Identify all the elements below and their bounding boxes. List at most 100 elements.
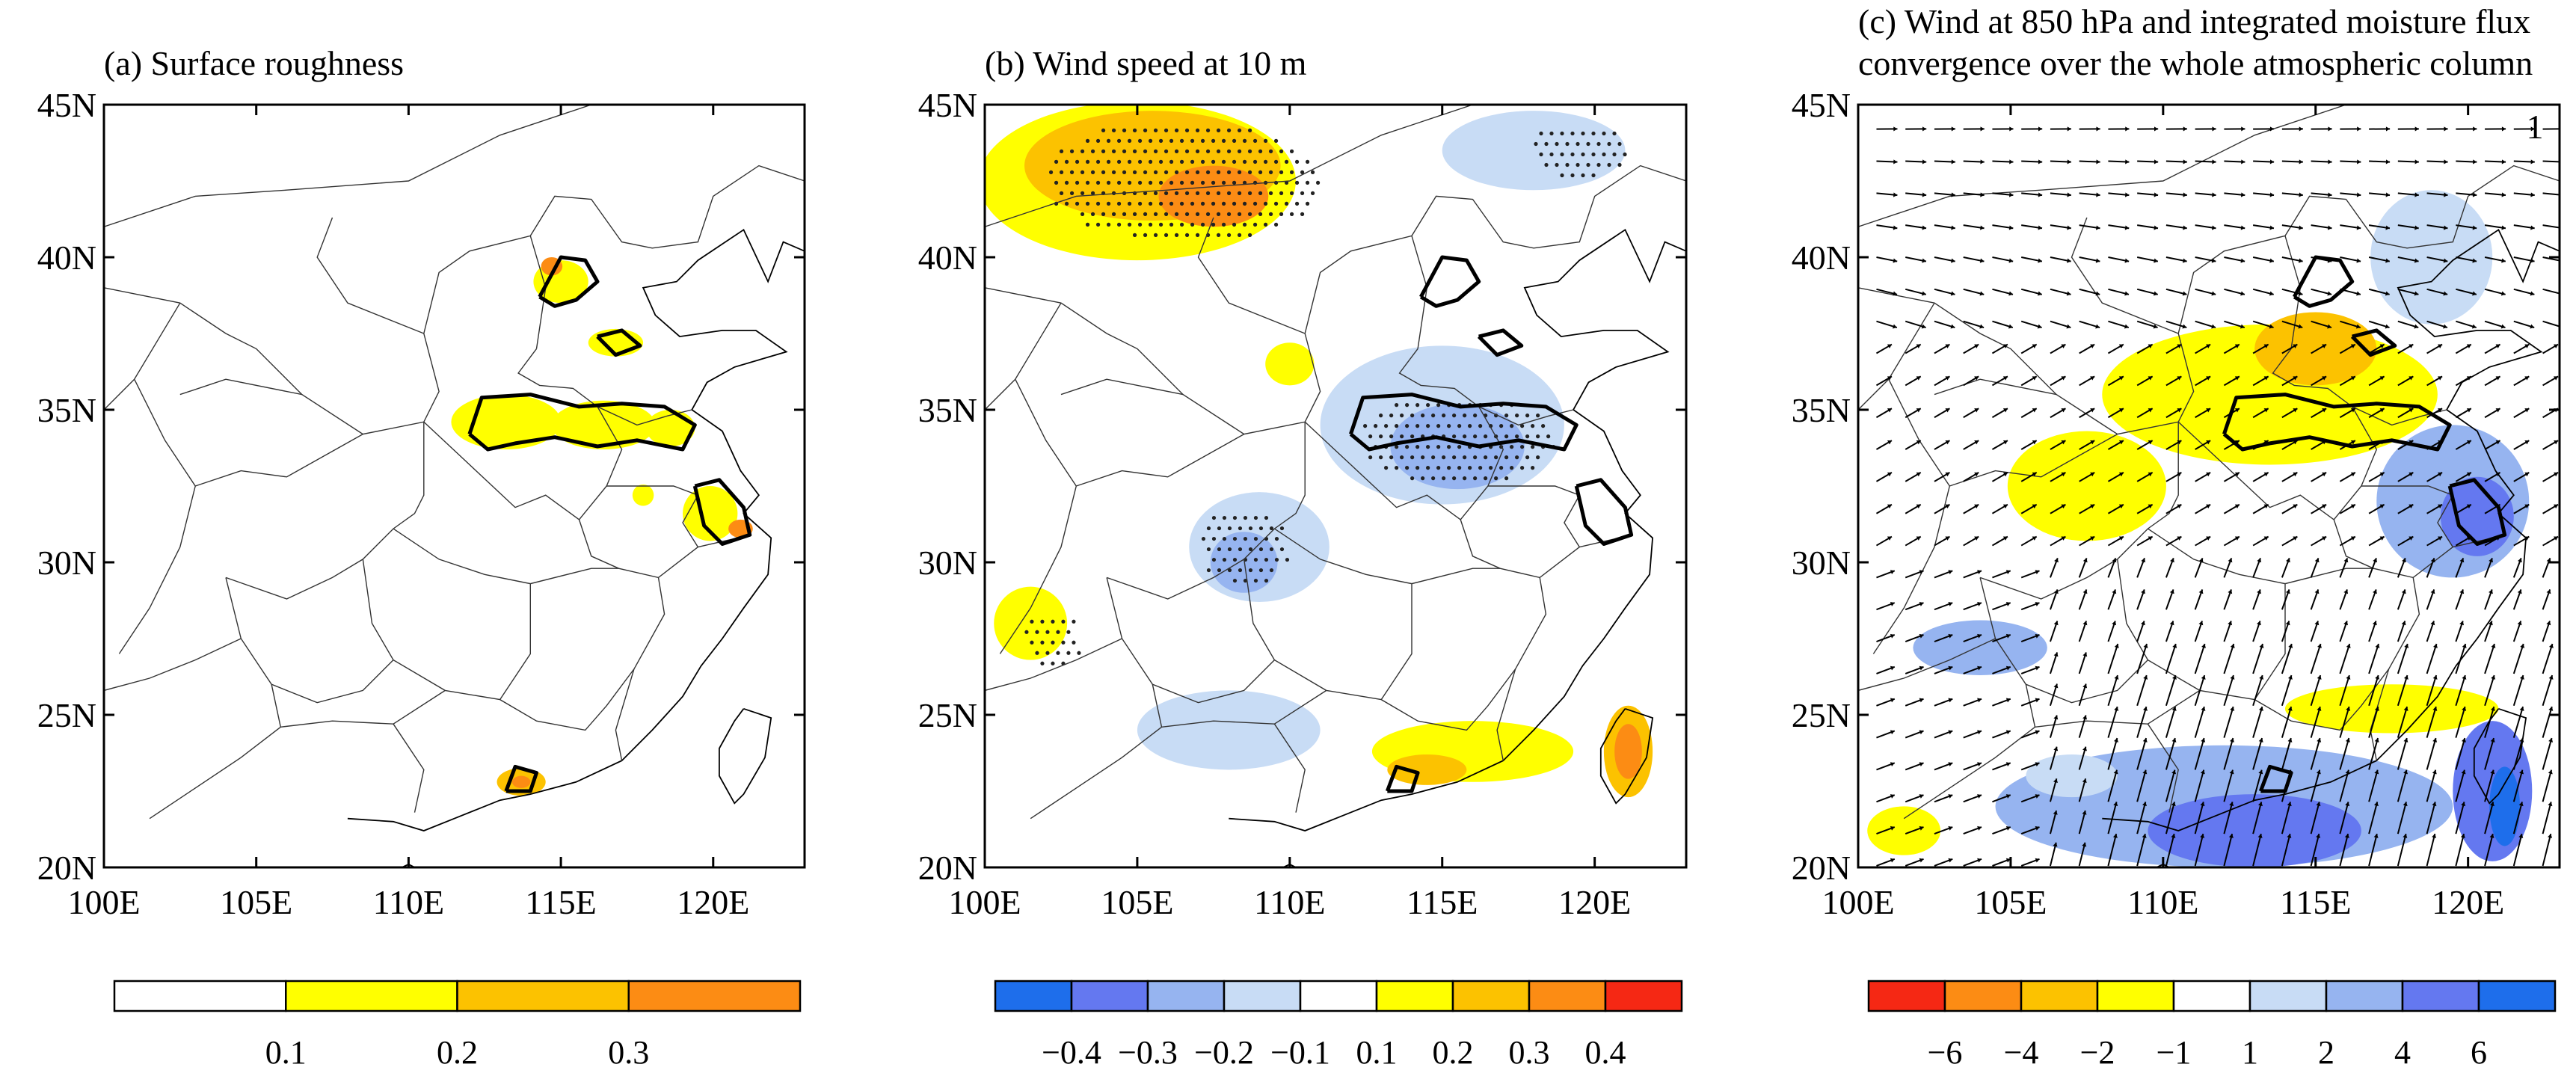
wind-vector-head [2234,376,2240,381]
province-border [104,638,242,692]
stipple-dot [1195,191,1200,195]
wind-vector [2107,802,2118,834]
wind-vector-head [2317,675,2322,680]
colorbar-swatch [2477,980,2557,1012]
wind-vector-head [2201,738,2206,743]
shaded-region [1387,754,1467,785]
wind-vector [2426,769,2437,802]
wind-vector-head [1980,159,1985,165]
stipple-dot [1463,434,1467,439]
wind-vector-head [2198,558,2204,563]
stipple-dot [1468,466,1472,470]
shaded-region [1158,165,1269,227]
wind-vector [2049,810,2058,834]
wind-vector-head [2287,675,2293,680]
stipple-dot [1395,445,1399,449]
wind-vector-head [2472,258,2477,263]
wind-vector-head [2554,472,2559,477]
wind-vector-head [2327,324,2332,329]
shaded-region [2007,431,2166,541]
stipple-dot [1253,578,1258,583]
stipple-dot [1200,159,1205,164]
wind-vector-head [2038,192,2043,197]
wind-vector-head [2005,826,2011,831]
wind-vector-head [2517,558,2522,563]
stipple-dot [1484,434,1488,439]
wind-vector-head [2005,665,2011,671]
province-border [104,105,592,227]
stipple-dot [1024,630,1029,634]
wind-vector-head [2258,707,2263,711]
stipple-dot [1431,455,1436,460]
panel-b-axes: 100E 105E 110E 115E 120E 20N 25N 30N 35N 40N 45N [918,86,1686,921]
stipple-dot [1586,162,1590,167]
wind-vector-head [1893,291,1898,296]
y-tick-label: 35N [37,391,96,429]
wind-vector-head [1919,698,1924,703]
stipple-dot [1243,578,1248,583]
wind-vector-head [2409,472,2414,477]
stipple-dot [1447,445,1451,449]
stipple-dot [1064,201,1069,206]
wind-vector-head [2350,472,2355,477]
wind-vector-head [2206,504,2211,509]
wind-vector-head [2432,802,2437,807]
shaded-region [2284,684,2499,734]
x-tick-label: 105E [1974,883,2047,921]
stipple-dot [1591,131,1596,136]
stipple-dot [1184,191,1190,195]
wind-vector-head [2230,675,2235,680]
wind-vector-head [1922,258,1926,263]
stipple-dot [1253,536,1258,541]
wind-vector-head [1890,730,1895,735]
wind-vector-head [2343,558,2349,563]
stipple-dot [1273,159,1279,164]
wind-vector-head [2118,536,2124,541]
wind-vector-head [2112,834,2118,838]
colorbar-label: 0.2 [1433,1034,1474,1071]
wind-vector [2339,833,2349,867]
wind-vector-head [2299,192,2303,197]
stipple-dot [1570,173,1575,178]
province-border [280,689,446,728]
stipple-dot [1541,424,1546,428]
wind-vector-head [2269,324,2274,329]
stipple-dot [1232,222,1237,227]
stipple-dot [1415,424,1420,428]
wind-vector-head [2005,698,2011,703]
stipple-dot [1205,170,1211,174]
stipple-dot [1510,445,1514,449]
wind-vector [2542,224,2560,229]
stipple-dot [1546,434,1551,439]
stipple-dot [1116,138,1122,143]
wind-vector-head [2038,258,2042,263]
wind-vector-head [2414,324,2419,329]
colorbar-swatch [2172,980,2251,1012]
wind-vector-head [2212,192,2216,197]
wind-vector [2049,715,2058,738]
wind-vector-head [2258,738,2263,743]
wind-vector-head [2501,159,2506,165]
wind-vector-head [2096,192,2100,197]
stipple-dot [1169,180,1174,185]
wind-vector-head [1922,291,1926,296]
panel-a-axes: 100E 105E 110E 115E 120E 20N 25N 30N 35N 40N 45N [37,86,805,921]
province-border [1060,378,1184,396]
stipple-dot [1544,162,1549,167]
wind-vector-head [2548,675,2554,680]
province-border [985,165,1686,435]
stipple-dot [1116,201,1122,206]
stipple-dot [1274,536,1279,541]
taiwan-outline [1599,707,1654,805]
wind-vector-head [2009,126,2014,132]
wind-vector-head [2240,192,2245,197]
stipple-dot [1237,149,1242,153]
wind-vector-head [2169,621,2174,626]
wind-vector-head [2385,324,2390,329]
stipple-dot [1153,149,1158,153]
stipple-dot [1101,212,1106,216]
stipple-dot [1431,414,1436,418]
stipple-dot [1221,222,1226,227]
colorbar-label: 0.4 [1585,1034,1626,1071]
stipple-dot [1436,424,1441,428]
